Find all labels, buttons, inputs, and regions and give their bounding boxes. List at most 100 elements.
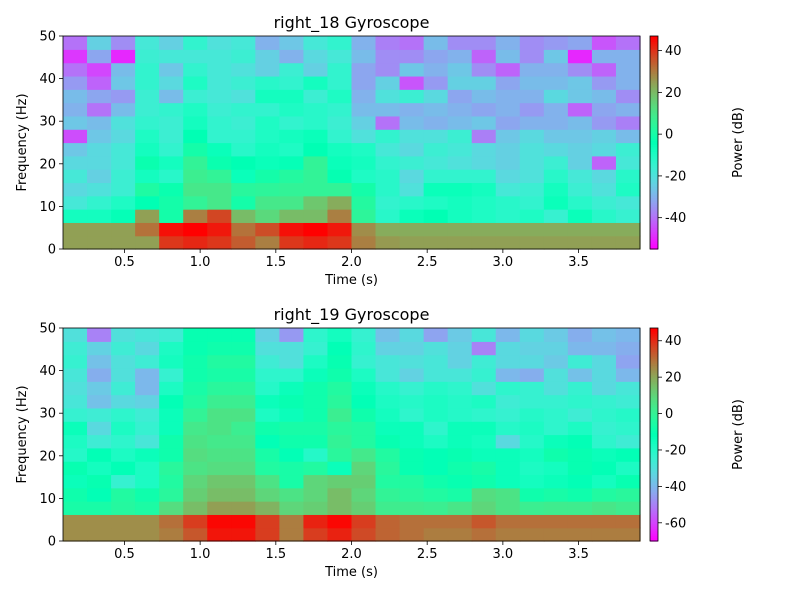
colorbar-segment <box>650 480 658 484</box>
heatmap-cell <box>279 169 305 184</box>
heatmap-cell <box>519 487 545 502</box>
heatmap-cell <box>471 235 497 250</box>
heatmap-cell <box>567 49 593 64</box>
colorbar-segment <box>650 503 658 507</box>
heatmap-cell <box>543 49 569 64</box>
heatmap-cell <box>447 142 473 157</box>
colorbar-segment <box>650 416 658 420</box>
colorbar-segment <box>650 343 658 347</box>
colorbar-segment <box>650 231 658 234</box>
colorbar-segment <box>650 135 658 138</box>
heatmap-cell <box>447 514 473 529</box>
heatmap-cell <box>351 487 377 502</box>
heatmap-cell <box>111 354 136 369</box>
heatmap-cell <box>567 75 593 90</box>
heatmap-cell <box>591 367 617 382</box>
heatmap-cell <box>351 222 377 237</box>
heatmap-cell <box>159 62 184 77</box>
colorbar-segment <box>650 126 658 129</box>
heatmap-cell <box>327 421 353 436</box>
heatmap-cell <box>447 341 473 356</box>
heatmap-cell <box>183 421 208 436</box>
heatmap-cell <box>519 434 545 449</box>
heatmap-cell <box>111 514 136 529</box>
heatmap-cell <box>279 49 305 64</box>
colorbar-segment <box>650 220 658 223</box>
colorbar-segment <box>650 336 658 340</box>
heatmap-cell <box>87 209 112 223</box>
heatmap-cell <box>495 169 521 184</box>
heatmap-cell <box>495 461 521 476</box>
colorbar-segment <box>650 347 658 350</box>
colorbar-segment <box>650 43 658 46</box>
heatmap-cell <box>327 354 353 369</box>
colorbar-segment <box>650 383 658 386</box>
heatmap-cell <box>423 514 449 529</box>
heatmap-cell <box>183 209 208 223</box>
heatmap-cell <box>207 195 232 210</box>
colorbar-segment <box>650 241 658 245</box>
heatmap-cell <box>279 367 305 382</box>
heatmap-cell <box>279 182 305 197</box>
colorbar-segment <box>650 201 658 204</box>
heatmap-cell <box>255 501 280 515</box>
y-tick-label: 20 <box>39 449 56 464</box>
heatmap-cell <box>303 115 329 130</box>
heatmap-cell <box>495 354 521 369</box>
heatmap-cell <box>351 447 377 462</box>
colorbar-segment <box>650 328 658 331</box>
heatmap-cell <box>471 487 497 502</box>
heatmap-cell <box>519 209 545 223</box>
heatmap-cell <box>375 102 401 117</box>
heatmap-cell <box>111 461 136 476</box>
heatmap-cell <box>567 182 593 197</box>
colorbar-segment <box>650 87 658 90</box>
heatmap-cell <box>255 195 280 210</box>
heatmap-cell <box>495 89 521 104</box>
heatmap-cell <box>399 501 425 515</box>
heatmap-cell <box>519 142 545 157</box>
heatmap-cell <box>63 461 88 476</box>
heatmap-cell <box>591 182 617 197</box>
heatmap-cell <box>327 49 353 64</box>
heatmap-cell <box>423 394 449 409</box>
colorbar-segment <box>650 409 658 413</box>
heatmap-cell <box>63 102 88 117</box>
heatmap-cell <box>615 155 641 170</box>
colorbar-segment <box>650 156 658 160</box>
heatmap-cell <box>279 195 305 210</box>
colorbar-segment <box>650 526 658 530</box>
colorbar-segment <box>650 185 658 188</box>
heatmap-cell <box>111 36 136 50</box>
heatmap-cell <box>495 36 521 50</box>
heatmap-cell <box>543 89 569 104</box>
colorbar-segment <box>650 464 658 468</box>
heatmap-cell <box>615 49 641 64</box>
heatmap-cell <box>615 434 641 449</box>
heatmap-cell <box>207 169 232 184</box>
colorbar-segment <box>650 338 658 342</box>
heatmap-cell <box>111 129 136 144</box>
colorbar-segment <box>650 131 658 135</box>
heatmap-cell <box>375 461 401 476</box>
heatmap-cell <box>615 501 641 515</box>
colorbar-segment <box>650 174 658 177</box>
heatmap-cell <box>303 367 329 382</box>
heatmap-cell <box>183 328 208 342</box>
heatmap-cell <box>207 222 232 237</box>
heatmap-cell <box>447 501 473 515</box>
heatmap-cell <box>63 209 88 223</box>
heatmap-cell <box>423 169 449 184</box>
heatmap-cell <box>63 75 88 90</box>
colorbar-segment <box>650 434 658 437</box>
heatmap-cell <box>231 182 256 197</box>
heatmap-cell <box>399 367 425 382</box>
colorbar-segment <box>650 183 658 186</box>
heatmap-cell <box>615 209 641 223</box>
colorbar-segment <box>650 420 658 423</box>
colorbar-segment <box>650 370 658 373</box>
heatmap-cell <box>183 527 208 542</box>
heatmap-cell <box>87 155 112 170</box>
heatmap-cell <box>327 182 353 197</box>
heatmap-cell <box>87 62 112 77</box>
